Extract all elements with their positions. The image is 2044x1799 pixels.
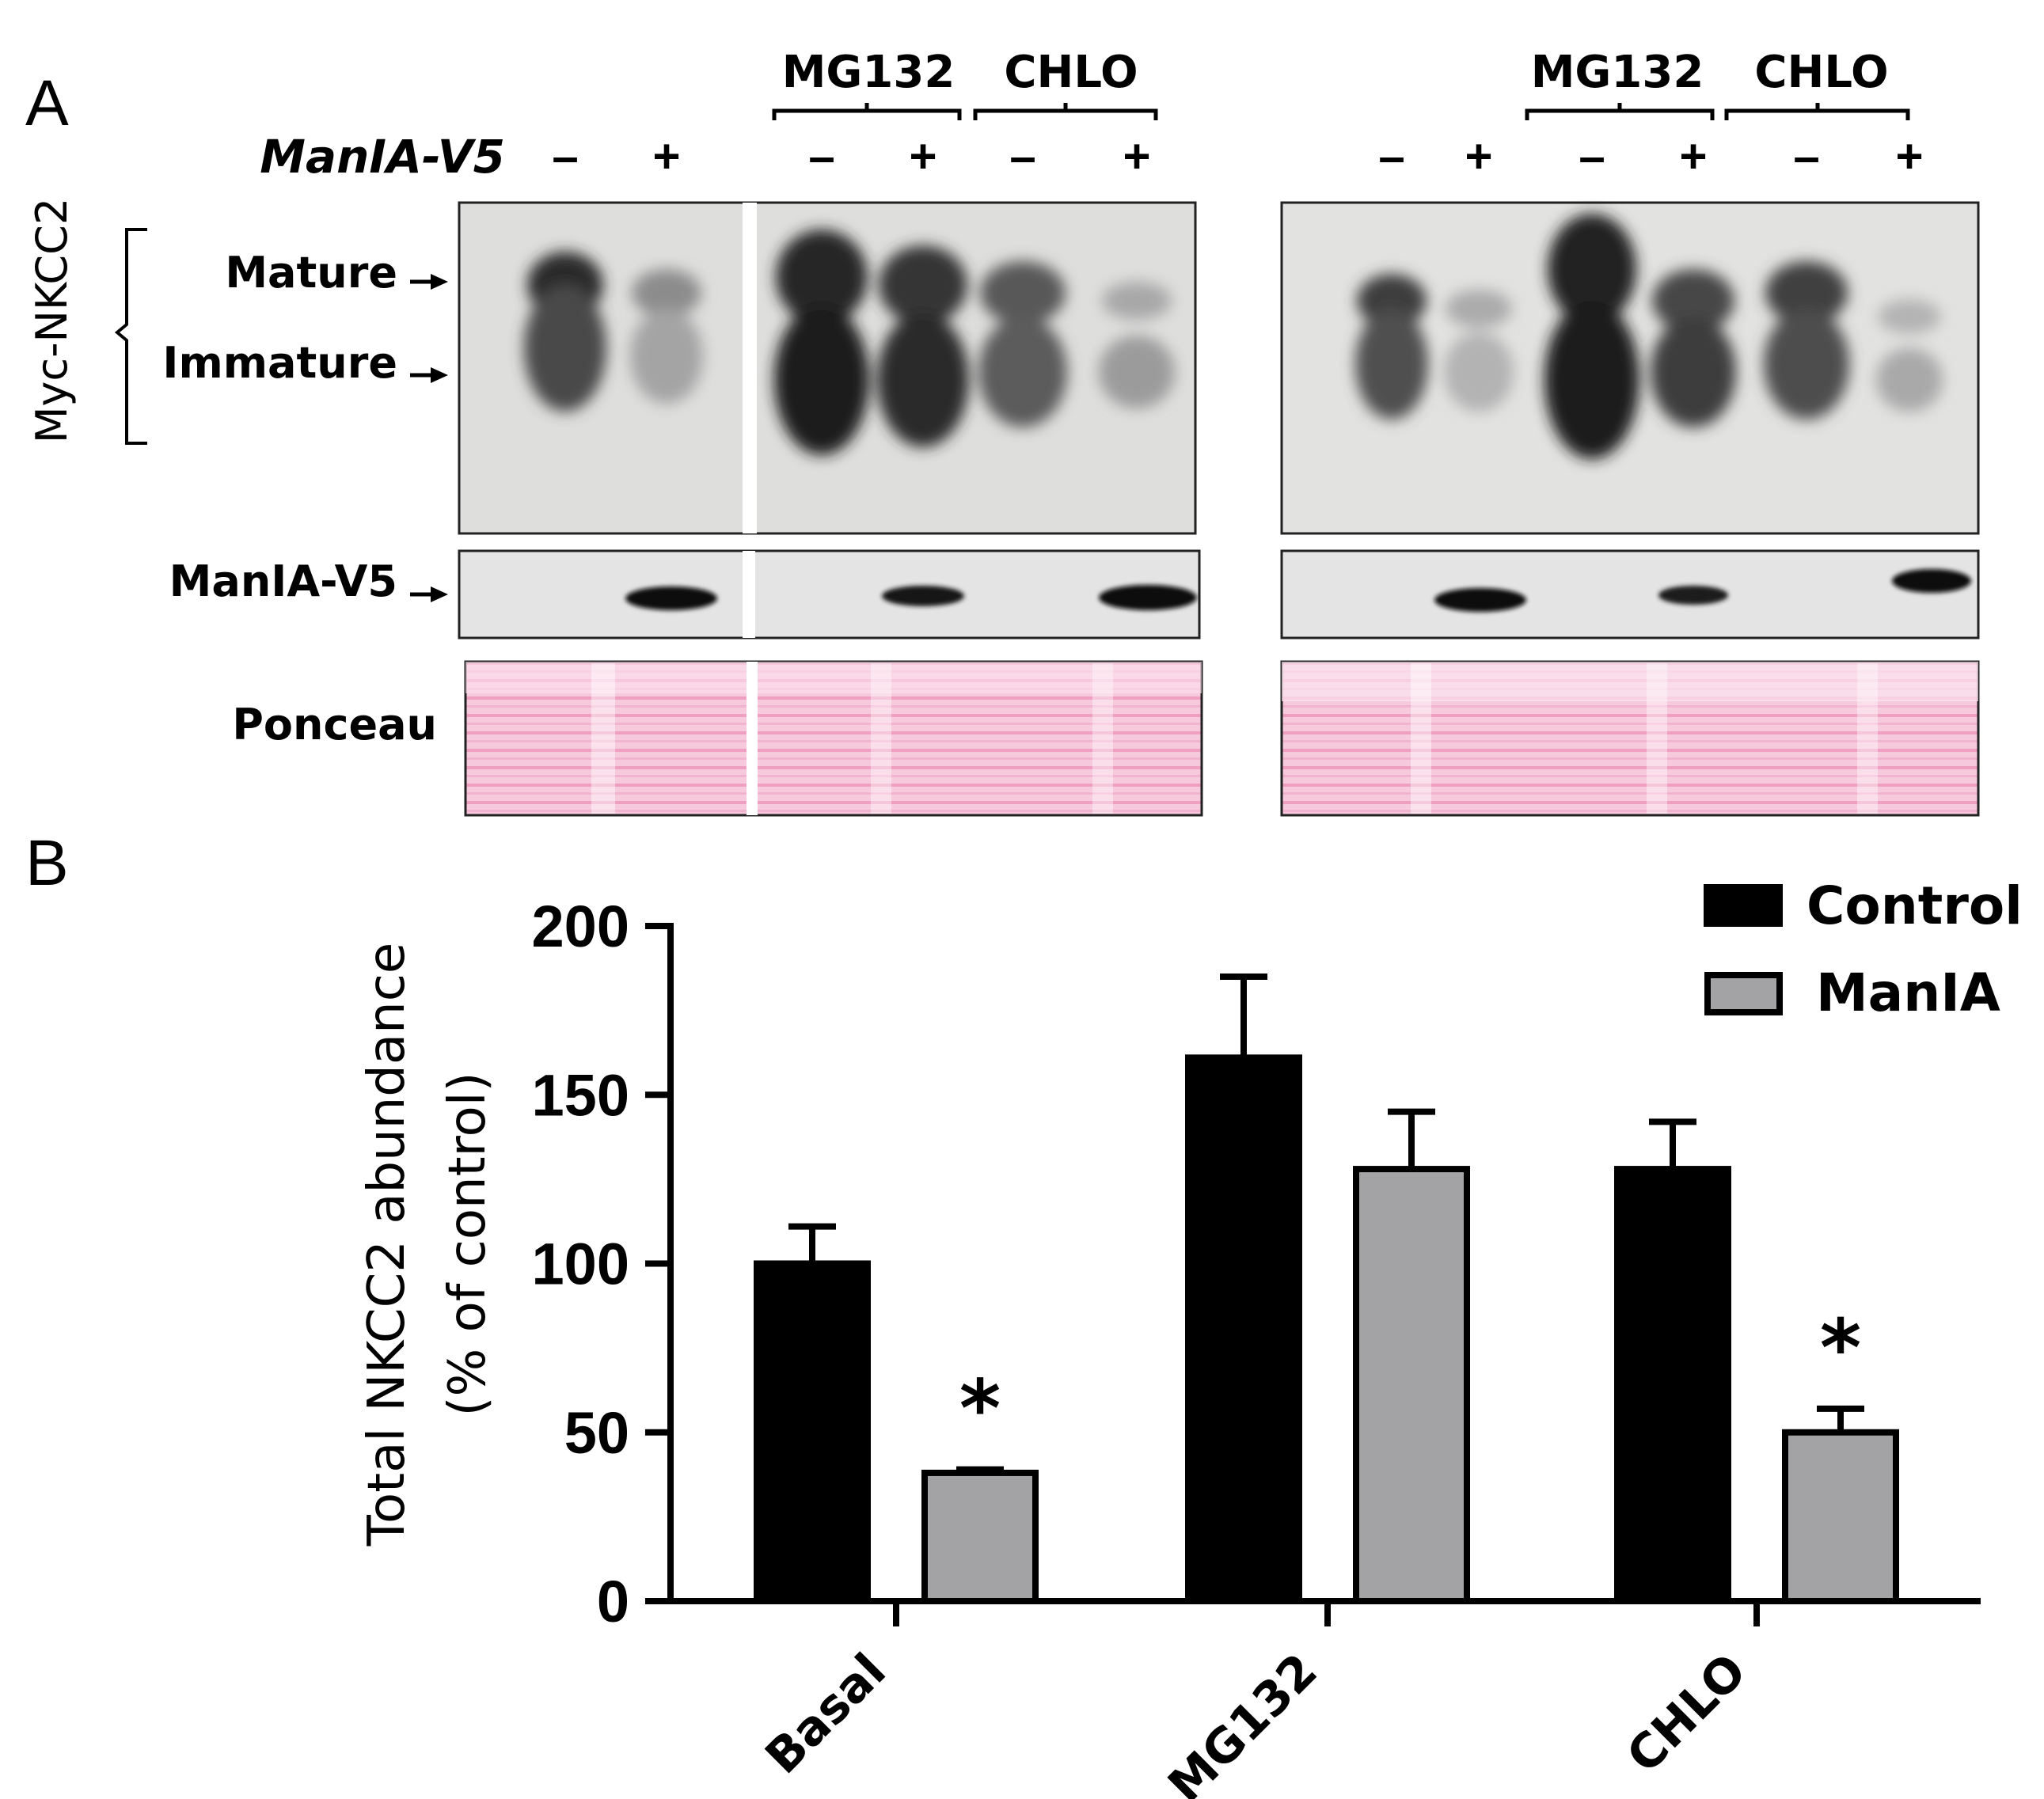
maniav5-arrow [410, 586, 448, 602]
lane-signs-left: – + – + – + [552, 130, 1150, 183]
x-category-label: Basal [755, 1643, 897, 1785]
legend: Control ManIA [1704, 875, 2023, 1023]
legend-label-control: Control [1807, 875, 2023, 936]
lane-sign: + [909, 130, 937, 183]
immature-label: Immature [162, 338, 397, 388]
bracket-chlo-right [1724, 103, 1910, 120]
mature-label: Mature [225, 248, 397, 298]
ponceau-blot-right [1280, 660, 1980, 817]
significance-star: * [959, 1363, 1001, 1456]
lane-sign: + [652, 130, 680, 183]
y-tick-label: 100 [532, 1232, 629, 1297]
x-category-label: CHLO [1617, 1643, 1757, 1784]
lane-sign: – [808, 130, 834, 183]
maniav5-blot-right [1280, 549, 1980, 640]
maniav5-treatment-label: ManIA-V5 [260, 130, 505, 184]
bar-mania-chlo [1782, 1429, 1899, 1604]
legend-swatch-mania [1704, 972, 1783, 1015]
group-label-chlo-left: CHLO [1004, 47, 1138, 98]
bracket-mg132-left [772, 103, 962, 120]
ponceau-row-label: Ponceau [232, 700, 437, 750]
y-tick-label: 50 [564, 1400, 629, 1466]
group-label-mg132-left: MG132 [782, 47, 956, 98]
nkcc2-blot-right [1280, 201, 1980, 535]
lane-sign: – [552, 130, 578, 183]
legend-label-mania: ManIA [1816, 962, 2000, 1023]
myc-nkcc2-bracket [114, 228, 147, 445]
panel-a: A MG132 CHLO MG132 CHLO ManIA-V5 – + – +… [25, 47, 1980, 817]
bracket-chlo-left [973, 103, 1158, 120]
lane-sign: + [1679, 130, 1707, 183]
mature-arrow [410, 274, 448, 290]
bar-mania-basal [921, 1469, 1039, 1605]
lane-sign: – [1009, 130, 1035, 183]
bar-control-chlo [1614, 1166, 1731, 1604]
panel-b-letter: B [25, 827, 69, 899]
nkcc2-blot-left [458, 201, 1197, 535]
bracket-mg132-right [1525, 103, 1715, 120]
lane-sign: – [1579, 130, 1605, 183]
bar-chart: 0 50 100 150 200 Basal MG132 CHLO * * [532, 894, 1981, 1799]
lane-signs-right: – + – + – + [1378, 130, 1923, 183]
y-axis-label-line2: (% of control) [439, 1072, 497, 1417]
lane-sign: + [1895, 130, 1923, 183]
ponceau-blot-left [464, 660, 1203, 817]
myc-nkcc2-label: Myc-NKCC2 [27, 198, 77, 443]
panel-a-letter: A [25, 67, 69, 139]
panel-b: B Total NKCC2 abundance (% of control) 0… [25, 827, 2023, 1799]
y-tick-label: 150 [532, 1062, 629, 1128]
lane-sign: – [1793, 130, 1819, 183]
x-category-label: MG132 [1158, 1643, 1328, 1799]
y-tick-label: 200 [532, 894, 629, 959]
y-tick-label: 0 [597, 1569, 629, 1634]
bar-control-mg132 [1185, 1054, 1302, 1604]
legend-swatch-control [1704, 884, 1783, 927]
lane-sign: – [1378, 130, 1404, 183]
maniav5-row-label: ManIA-V5 [169, 556, 397, 606]
group-label-mg132-right: MG132 [1531, 47, 1704, 98]
lane-sign: + [1123, 130, 1150, 183]
lane-sign: + [1465, 130, 1492, 183]
significance-star: * [1820, 1302, 1861, 1395]
immature-arrow [410, 367, 448, 383]
bar-control-basal [754, 1260, 871, 1604]
group-label-chlo-right: CHLO [1754, 47, 1888, 98]
y-axis-label-line1: Total NKCC2 abundance [358, 943, 416, 1547]
bar-mania-mg132 [1353, 1166, 1470, 1604]
maniav5-blot-left [458, 549, 1201, 640]
